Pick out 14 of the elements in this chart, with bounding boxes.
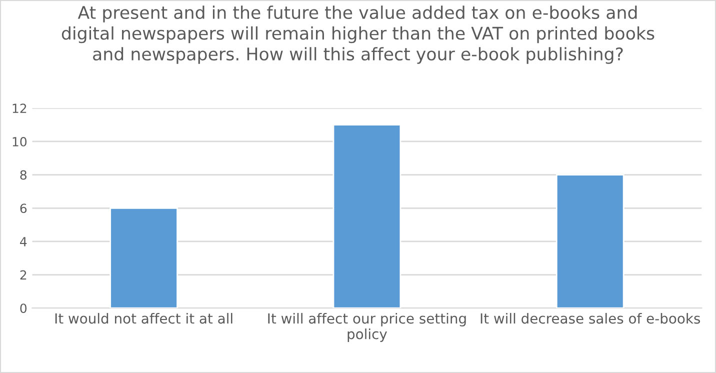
x-tick-label: It will decrease sales of e-books (480, 312, 700, 324)
y-tick-label: 10 (12, 136, 27, 146)
chart-title: At present and in the future the value added tax on e-books and digital newspapers will remain higher than the VAT on printed books and newspapers. How will this affect your e-book publishing? (62, 6, 654, 64)
bar (110, 207, 178, 308)
y-tick-label: 4 (20, 237, 27, 246)
bar (556, 174, 624, 308)
x-tick-label: It will affect our price setting policy (268, 312, 466, 342)
y-tick-label: 8 (20, 170, 27, 180)
y-tick-label: 2 (20, 270, 26, 280)
y-tick-label: 12 (12, 104, 26, 113)
x-tick-label: It would not affect it at all (55, 312, 232, 324)
y-tick-label: 6 (20, 204, 27, 214)
bar (332, 124, 402, 308)
y-tick-label: 0 (20, 304, 27, 314)
